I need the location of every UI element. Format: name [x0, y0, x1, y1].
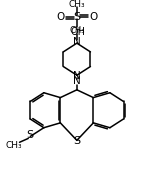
Text: S: S: [73, 12, 80, 22]
Text: N: N: [73, 76, 81, 86]
Text: O: O: [56, 12, 65, 22]
Text: N: N: [73, 37, 81, 47]
Text: S: S: [27, 131, 34, 140]
Text: CH₃: CH₃: [5, 141, 22, 150]
Text: O: O: [89, 12, 97, 22]
Text: N: N: [73, 71, 81, 81]
Text: S: S: [73, 136, 80, 146]
Text: CH₃: CH₃: [69, 26, 85, 35]
Text: CH₃: CH₃: [69, 0, 85, 9]
Text: OH: OH: [70, 27, 85, 36]
